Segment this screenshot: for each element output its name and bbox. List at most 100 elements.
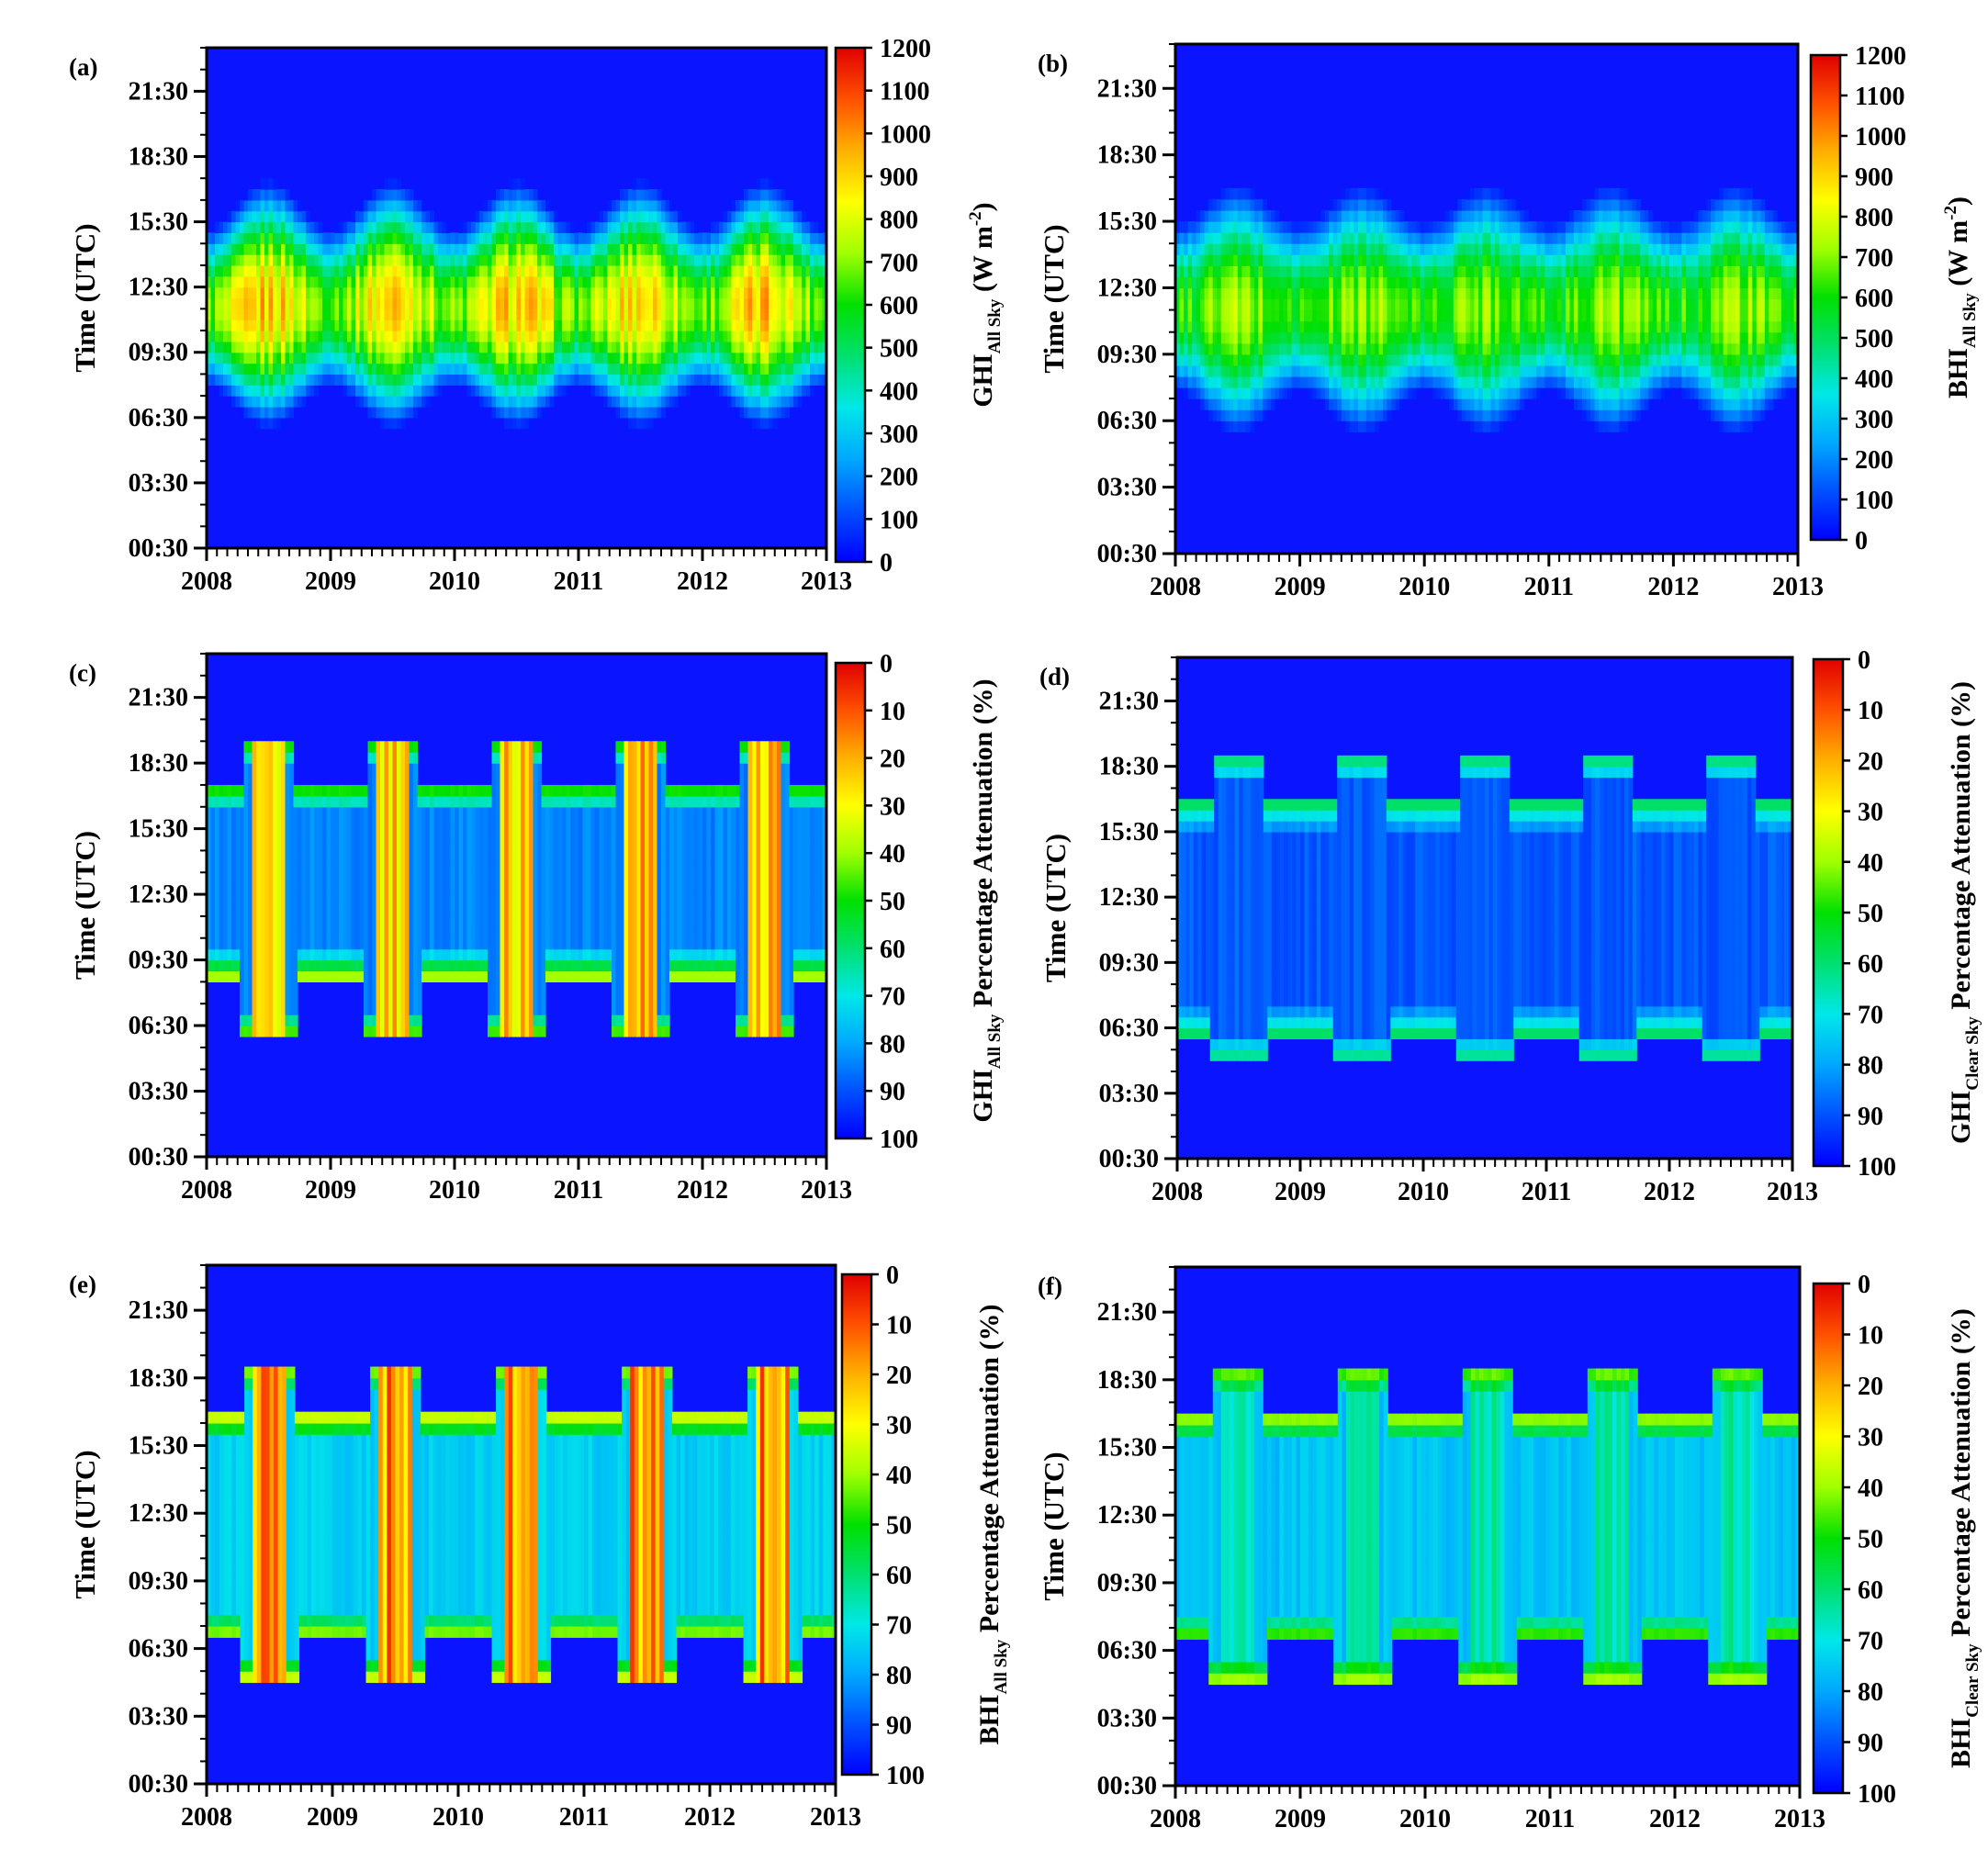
heatmap-cell	[301, 210, 307, 223]
heatmap-cell	[1291, 232, 1297, 244]
heatmap-cell	[1341, 331, 1346, 344]
heatmap-cell	[1253, 409, 1259, 421]
heatmap-cell	[442, 341, 447, 353]
heatmap-cell	[1250, 221, 1255, 233]
heatmap-cell	[1217, 254, 1222, 266]
heatmap-cell	[248, 254, 253, 266]
heatmap-cell	[764, 189, 769, 201]
heatmap-cell	[739, 275, 745, 288]
heatmap-cell	[243, 374, 249, 386]
heatmap-cell	[665, 396, 670, 408]
heatmap-cell	[1324, 276, 1330, 289]
heatmap-cell	[1192, 243, 1197, 255]
heatmap-cell	[681, 232, 687, 244]
heatmap-cell	[1362, 387, 1367, 399]
heatmap-cell	[1253, 331, 1259, 344]
heatmap-cell	[1424, 221, 1430, 233]
heatmap-cell	[293, 385, 298, 397]
heatmap-cell	[1466, 287, 1471, 300]
heatmap-cell	[690, 297, 695, 309]
heatmap-cell	[240, 308, 245, 320]
colorbar-label-sup: -2	[966, 211, 985, 226]
heatmap-cell	[1444, 276, 1450, 289]
heatmap-cell	[533, 319, 538, 331]
heatmap-cell	[1540, 331, 1545, 344]
heatmap-cell	[1341, 353, 1346, 366]
heatmap-cell	[1461, 387, 1466, 399]
heatmap-cell	[723, 297, 728, 309]
heatmap-cell	[359, 286, 365, 299]
heatmap-cell	[376, 341, 381, 353]
heatmap-cell	[1250, 232, 1255, 244]
heatmap-cell	[777, 199, 782, 212]
heatmap-cell	[1495, 353, 1500, 366]
heatmap-cell	[1565, 342, 1570, 355]
heatmap-cell	[248, 243, 253, 255]
heatmap-cell	[1349, 276, 1354, 289]
heatmap-cell	[1594, 187, 1600, 200]
heatmap-cell	[781, 221, 786, 234]
heatmap-cell	[458, 221, 464, 234]
heatmap-cell	[1241, 320, 1247, 333]
heatmap-cell	[1436, 265, 1442, 277]
heatmap-cell	[1237, 221, 1242, 233]
heatmap-cell	[1345, 309, 1351, 322]
heatmap-cell	[491, 210, 497, 223]
heatmap-cell	[739, 264, 745, 277]
heatmap-cell	[570, 275, 576, 288]
heatmap-cell	[1266, 287, 1272, 300]
heatmap-cell	[1362, 276, 1367, 289]
heatmap-cell	[1233, 376, 1239, 388]
heatmap-cell	[760, 308, 766, 320]
heatmap-cell	[1424, 309, 1430, 322]
heatmap-cell	[488, 264, 493, 277]
heatmap-cell	[413, 385, 419, 397]
heatmap-cell	[1499, 409, 1504, 421]
heatmap-cell	[1461, 198, 1466, 211]
heatmap-cell	[665, 199, 670, 212]
heatmap-cell	[301, 385, 307, 397]
heatmap-cell	[463, 363, 468, 376]
heatmap-cell	[623, 308, 629, 320]
heatmap-cell	[425, 297, 431, 309]
heatmap-cell	[521, 417, 526, 430]
heatmap-cell	[620, 374, 625, 386]
heatmap-cell	[665, 243, 670, 255]
heatmap-cell	[425, 275, 431, 288]
heatmap-cell	[306, 286, 311, 299]
heatmap-cell	[1523, 320, 1529, 333]
heatmap-cell	[1619, 254, 1624, 266]
heatmap-cell	[339, 232, 344, 244]
heatmap-cell	[537, 275, 543, 288]
heatmap-cell	[276, 232, 282, 244]
heatmap-cell	[521, 352, 526, 364]
heatmap-cell	[599, 297, 604, 309]
heatmap-cell	[1544, 376, 1550, 388]
heatmap-cell	[1528, 265, 1533, 277]
heatmap-cell	[1573, 243, 1579, 255]
heatmap-cell	[1590, 342, 1596, 355]
heatmap-cell	[1466, 221, 1471, 233]
heatmap-cell	[496, 254, 501, 266]
heatmap-cell	[347, 331, 353, 342]
heatmap-cell	[648, 396, 654, 408]
heatmap-cell	[1270, 309, 1276, 322]
heatmap-cell	[301, 221, 307, 234]
heatmap-cell	[1217, 342, 1222, 355]
heatmap-cell	[1353, 387, 1359, 399]
heatmap-cell	[1187, 298, 1193, 311]
heatmap-cell	[240, 374, 245, 386]
heatmap-cell	[1495, 309, 1500, 322]
heatmap-cell	[1477, 398, 1484, 410]
heatmap-cell	[1362, 331, 1367, 344]
heatmap-cell	[1175, 353, 1181, 366]
heatmap-cell	[248, 374, 253, 386]
heatmap-cell	[215, 308, 220, 320]
heatmap-cell	[537, 352, 543, 364]
heatmap-cell	[334, 308, 340, 320]
heatmap-cell	[1370, 353, 1376, 366]
heatmap-cell	[1590, 409, 1596, 421]
heatmap-cell	[1428, 254, 1433, 266]
heatmap-cell	[805, 221, 811, 234]
heatmap-cell	[1241, 232, 1247, 244]
